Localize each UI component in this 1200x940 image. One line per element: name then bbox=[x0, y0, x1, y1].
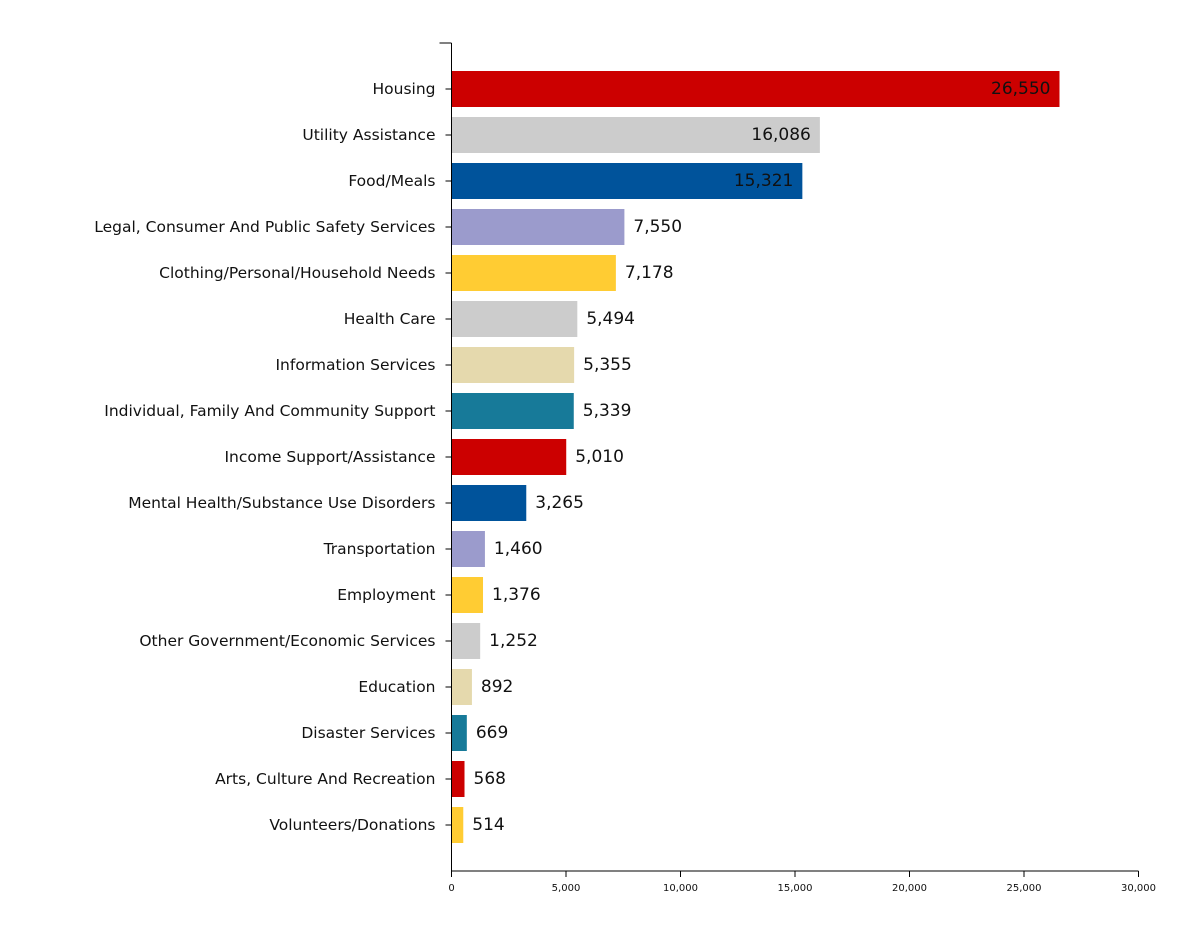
data-label: 5,010 bbox=[575, 447, 624, 467]
x-tick-label: 15,000 bbox=[778, 883, 813, 894]
category-label: Clothing/Personal/Household Needs bbox=[159, 264, 435, 282]
bar bbox=[451, 715, 467, 751]
data-label: 16,086 bbox=[751, 125, 810, 145]
data-label: 5,355 bbox=[583, 355, 632, 375]
category-label: Other Government/Economic Services bbox=[139, 632, 435, 650]
category-label: Housing bbox=[372, 80, 435, 98]
x-tick-label: 0 bbox=[448, 883, 454, 894]
category-label: Transportation bbox=[323, 540, 436, 558]
data-label: 892 bbox=[481, 677, 513, 697]
bar bbox=[451, 117, 820, 153]
category-label: Information Services bbox=[275, 356, 435, 374]
bar bbox=[451, 623, 481, 659]
value-labels-group: 26,550 16,086 15,321 7,550 7,178 5,494 5,355 5,… bbox=[472, 79, 1050, 835]
bar bbox=[451, 301, 578, 337]
category-label: Disaster Services bbox=[301, 724, 435, 742]
data-label: 26,550 bbox=[991, 79, 1050, 99]
category-label: Legal, Consumer And Public Safety Servic… bbox=[94, 218, 435, 236]
x-tick-label: 25,000 bbox=[1007, 883, 1042, 894]
category-label: Health Care bbox=[344, 310, 436, 328]
bar bbox=[451, 577, 484, 613]
category-labels-group: Housing Utility Assistance Food/Meals Legal… bbox=[94, 80, 435, 834]
data-label: 5,339 bbox=[583, 401, 632, 421]
bar bbox=[451, 485, 527, 521]
bar bbox=[451, 761, 465, 797]
x-tick-label: 20,000 bbox=[892, 883, 927, 894]
category-label: Volunteers/Donations bbox=[269, 816, 435, 834]
data-label: 3,265 bbox=[535, 493, 584, 513]
bar bbox=[451, 209, 625, 245]
bar bbox=[451, 347, 575, 383]
category-label: Individual, Family And Community Support bbox=[104, 402, 435, 420]
category-label: Mental Health/Substance Use Disorders bbox=[128, 494, 435, 512]
axes-group: 0 5,000 10,000 15,000 20,000 25,000 30,000 bbox=[439, 42, 1156, 894]
bars-group bbox=[451, 71, 1060, 843]
data-label: 7,178 bbox=[625, 263, 674, 283]
data-label: 568 bbox=[474, 769, 506, 789]
bar bbox=[451, 531, 485, 567]
category-label: Income Support/Assistance bbox=[224, 448, 435, 466]
bar bbox=[451, 71, 1060, 107]
data-label: 1,376 bbox=[492, 585, 541, 605]
data-label: 669 bbox=[476, 723, 508, 743]
category-label: Education bbox=[358, 678, 435, 696]
bar bbox=[451, 255, 616, 291]
data-label: 7,550 bbox=[633, 217, 682, 237]
bar bbox=[451, 163, 803, 199]
x-tick-label: 5,000 bbox=[552, 883, 581, 894]
category-label: Food/Meals bbox=[348, 172, 435, 190]
x-tick-label: 30,000 bbox=[1121, 883, 1156, 894]
x-tick-label: 10,000 bbox=[663, 883, 698, 894]
bar bbox=[451, 807, 464, 843]
data-label: 15,321 bbox=[734, 171, 793, 191]
bar bbox=[451, 439, 567, 475]
data-label: 1,252 bbox=[489, 631, 538, 651]
data-label: 1,460 bbox=[494, 539, 543, 559]
data-label: 5,494 bbox=[586, 309, 635, 329]
bar bbox=[451, 393, 574, 429]
bar bbox=[451, 669, 472, 705]
category-label: Employment bbox=[337, 586, 435, 604]
category-label: Utility Assistance bbox=[302, 126, 435, 144]
data-label: 514 bbox=[472, 815, 504, 835]
category-label: Arts, Culture And Recreation bbox=[215, 770, 435, 788]
